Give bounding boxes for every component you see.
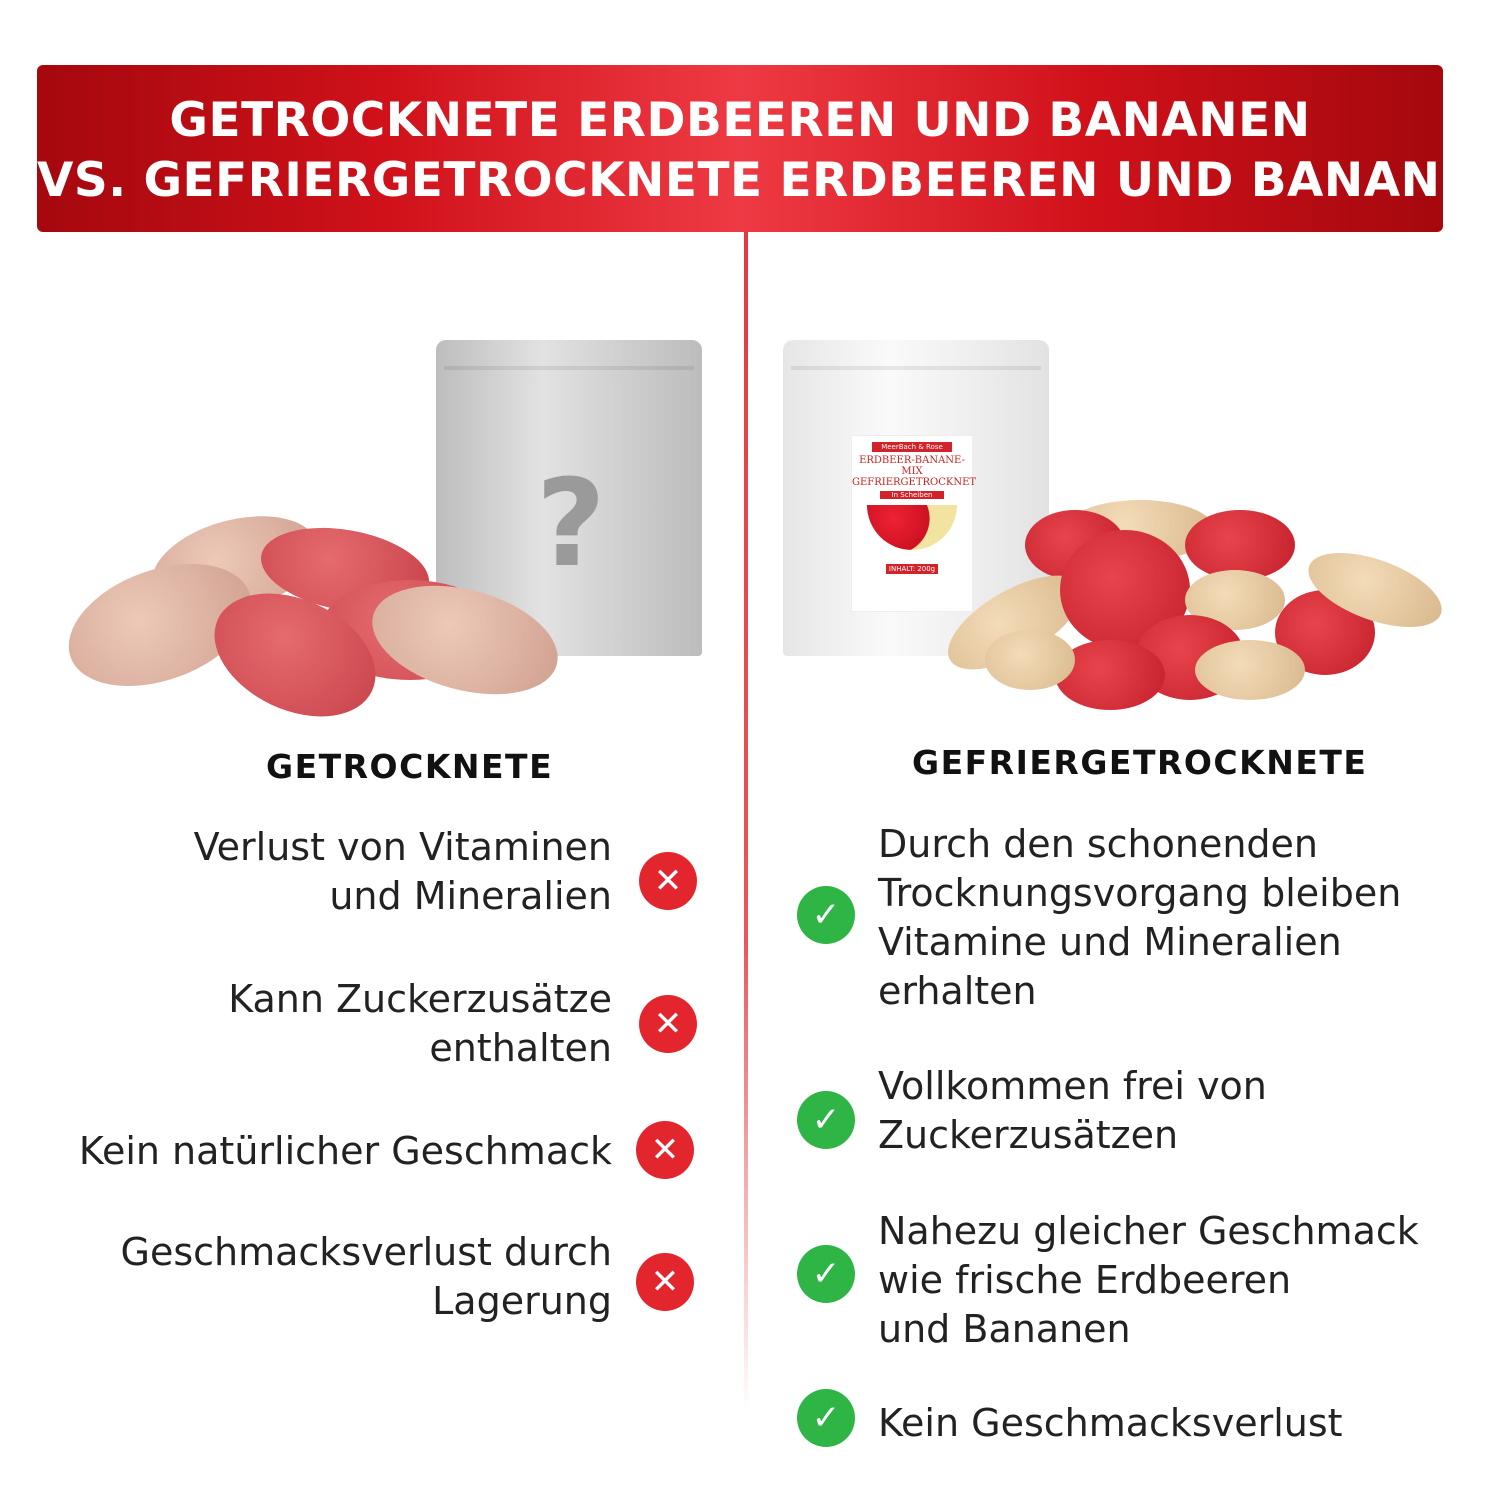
item-line: und Mineralien (329, 874, 612, 918)
zipper (444, 366, 694, 370)
right-item-3: Nahezu gleicher Geschmack wie frische Er… (878, 1207, 1419, 1354)
item-line: enthalten (429, 1026, 612, 1070)
item-line: Kann Zuckerzusätze (228, 977, 612, 1021)
right-item-2: Vollkommen frei von Zuckerzusätzen (878, 1062, 1267, 1160)
content-label: INHALT: 200g (885, 564, 939, 574)
x-circle-icon: ✕ (639, 852, 697, 910)
item-line: Vollkommen frei von (878, 1064, 1267, 1108)
left-item-3: Kein natürlicher Geschmack (79, 1127, 612, 1176)
check-circle-icon: ✓ (797, 1091, 855, 1149)
package-label: MeerBach & Rose ERDBEER-BANANE-MIX GEFRI… (851, 435, 977, 612)
question-mark: ? (536, 455, 606, 594)
item-line: Kein Geschmacksverlust (878, 1401, 1343, 1445)
item-line: Verlust von Vitaminen (193, 825, 612, 869)
right-item-4: Kein Geschmacksverlust (878, 1399, 1343, 1448)
product-title-1: ERDBEER-BANANE-MIX (859, 455, 965, 477)
item-line: Kein natürlicher Geschmack (78, 1129, 612, 1173)
brand-label: MeerBach & Rose (872, 442, 952, 452)
freeze-dried-fruit-pile-image (933, 490, 1452, 720)
x-circle-icon: ✕ (636, 1121, 694, 1179)
item-line: Lagerung (432, 1279, 612, 1323)
header-banner: GETROCKNETE ERDBEEREN UND BANANEN VS. GE… (37, 65, 1500, 232)
header-line-1: GETROCKNETE ERDBEEREN UND BANANEN (169, 93, 1311, 148)
dried-fruit-pile-image (51, 499, 570, 741)
left-column-title: GETROCKNETE (266, 747, 554, 786)
check-circle-icon: ✓ (797, 1389, 855, 1447)
left-item-4: Geschmacksverlust durch Lagerung (121, 1228, 612, 1326)
item-line: Durch den schonenden (878, 822, 1319, 866)
item-line: Nahezu gleicher Geschmack (878, 1209, 1419, 1253)
check-circle-icon: ✓ (797, 1245, 855, 1303)
item-line: wie frische Erdbeeren (878, 1258, 1292, 1302)
zipper (791, 366, 1041, 370)
left-item-2: Kann Zuckerzusätze enthalten (228, 975, 612, 1073)
x-circle-icon: ✕ (639, 995, 697, 1053)
product-pill: In Scheiben (880, 491, 944, 499)
item-line: Geschmacksverlust durch (120, 1230, 612, 1274)
left-item-1: Verlust von Vitaminen und Mineralien (194, 823, 612, 921)
check-circle-icon: ✓ (797, 886, 855, 944)
item-line: Vitamine und Mineralien (878, 920, 1342, 964)
product-title-2: GEFRIERGETROCKNET (852, 477, 977, 488)
x-circle-icon: ✕ (636, 1253, 694, 1311)
item-line: Zuckerzusätzen (878, 1113, 1179, 1157)
divider (744, 232, 748, 1412)
item-line: Trocknungsvorgang bleiben (878, 871, 1402, 915)
header-line-2: VS. GEFRIERGETROCKNETE ERDBEEREN UND BAN… (37, 153, 1500, 208)
item-line: erhalten (878, 969, 1037, 1013)
right-column-title: GEFRIERGETROCKNETE (912, 743, 1368, 782)
right-item-1: Durch den schonenden Trocknungsvorgang b… (878, 820, 1401, 1016)
item-line: und Bananen (878, 1307, 1131, 1351)
